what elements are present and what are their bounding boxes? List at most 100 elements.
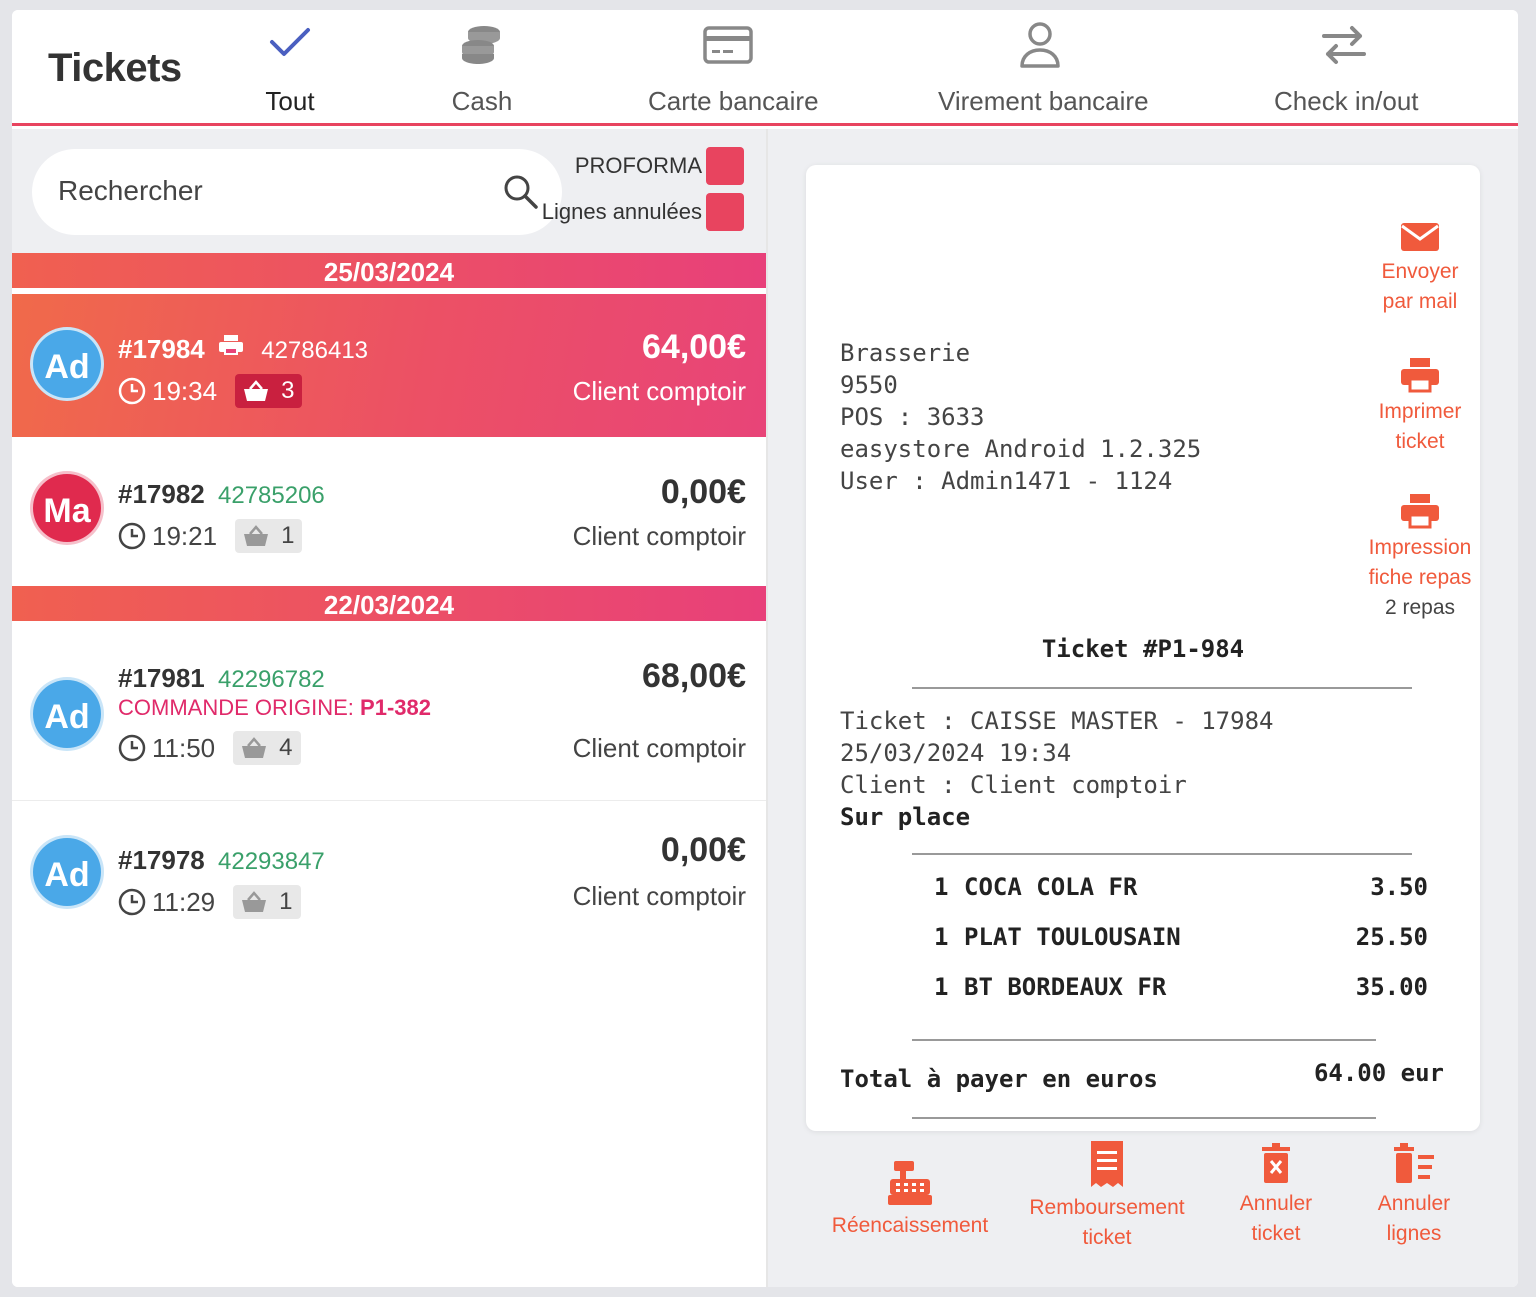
item-name: PLAT TOULOUSAIN [964,923,1181,951]
ticket-ref: 42785206 [218,482,325,509]
tickets-app: Tickets Tout Cash Carte bancaire Viremen… [12,10,1518,1287]
ticket-row[interactable]: Ad #17984 42786413 19:34 3 64,00€ Client… [12,294,766,437]
item-name: COCA COLA FR [964,873,1138,901]
ticket-detail-panel: Brasserie 9550 POS : 3633 easystore Andr… [768,129,1518,1287]
origin-order-value: P1-382 [360,695,431,720]
cancel-ticket-label: Annuler [1239,1192,1313,1215]
clock-icon [118,377,146,405]
receipt-title: Ticket #P1-984 [1041,635,1245,663]
receipt-header-line: POS : 3633 [840,403,985,431]
print-meal-sheet-button[interactable]: Impression fiche repas 2 repas [1366,493,1474,623]
filter-cancelled-lines[interactable]: Lignes annulées [542,193,744,231]
basket-icon [244,525,269,546]
item-qty: 1 [934,973,949,1001]
ticket-number: #17982 [118,479,205,509]
ticket-meta: 11:50 4 [118,729,301,767]
item-count: 3 [281,377,295,404]
item-count: 1 [281,522,295,549]
receipt-icon [1091,1141,1123,1187]
ticket-row[interactable]: Ad #17978 42293847 11:29 1 0,00€ Client … [12,801,766,941]
ticket-client: Client comptoir [572,376,746,406]
send-email-label: Envoyer [1381,260,1459,283]
receipt-info-line: Client : Client comptoir [840,771,1187,799]
tab-cash[interactable]: Cash [442,20,522,120]
trash-icon [1262,1143,1290,1183]
cancel-lines-label: lignes [1386,1222,1442,1245]
ticket-amount: 64,00€ [642,328,746,366]
ticket-amount: 0,00€ [660,831,746,869]
print-ticket-label: ticket [1395,430,1445,453]
printer-icon [219,335,243,355]
refund-ticket-label: Remboursement [1029,1196,1185,1219]
top-bar: Tickets Tout Cash Carte bancaire Viremen… [12,10,1518,126]
send-email-button[interactable]: Envoyer par mail [1366,221,1474,317]
cancel-lines-button[interactable]: Annuler lignes [1364,1143,1464,1249]
meal-count: 2 repas [1384,596,1456,619]
tab-check-in-out[interactable]: Check in/out [1274,20,1419,120]
trash-lines-icon [1394,1143,1434,1183]
receipt-header: Brasserie 9550 POS : 3633 easystore Andr… [840,337,1201,497]
item-count-badge: 3 [235,374,303,408]
receipt-service-type: Sur place [840,803,971,831]
item-price: 3.50 [1370,873,1428,901]
ticket-row[interactable]: Ad #17981 42296782 COMMANDE ORIGINE: P1-… [12,627,766,801]
cancel-ticket-label: ticket [1251,1222,1301,1245]
refund-ticket-button[interactable]: Remboursement ticket [1026,1139,1188,1253]
ticket-time: 19:34 [152,375,218,406]
basket-icon [242,737,267,758]
filter-proforma[interactable]: PROFORMA [575,147,744,185]
ticket-meta: 19:34 3 [118,372,303,410]
ticket-row[interactable]: Ma #17982 42785206 19:21 1 0,00€ Client … [12,437,766,584]
ticket-amount: 68,00€ [642,657,746,695]
ticket-number-line: #17981 42296782 [118,663,325,694]
ticket-number: #17984 [118,334,205,364]
item-qty: 1 [934,873,949,901]
cash-register-icon [888,1161,932,1205]
cancel-ticket-button[interactable]: Annuler ticket [1224,1143,1328,1249]
tab-tout[interactable]: Tout [252,20,328,120]
recash-button[interactable]: Réencaissement [830,1159,990,1241]
check-icon [270,28,310,56]
ticket-amount: 0,00€ [660,473,746,511]
tab-virement-bancaire[interactable]: Virement bancaire [938,20,1149,120]
clock-icon [118,522,146,550]
basket-icon [244,380,269,401]
search-box [32,149,562,235]
user-icon [1020,22,1060,68]
item-count-badge: 4 [233,731,301,765]
item-qty: 1 [934,923,949,951]
print-ticket-label: Imprimer [1378,400,1462,423]
ticket-meta: 19:21 1 [118,517,303,555]
tab-label: Cash [451,86,513,116]
item-price: 35.00 [1355,973,1428,1001]
proforma-checkbox[interactable] [706,147,744,185]
refund-ticket-label: ticket [1082,1226,1132,1249]
ticket-number-line: #17982 42785206 [118,479,325,510]
tab-label: Virement bancaire [938,86,1149,116]
tab-carte-bancaire[interactable]: Carte bancaire [648,20,819,120]
clock-icon [118,888,146,916]
cancelled-lines-checkbox[interactable] [706,193,744,231]
receipt-divider [912,1117,1376,1119]
receipt-header-line: easystore Android 1.2.325 [840,435,1202,463]
ticket-number: #17981 [118,663,205,693]
cancel-lines-label: Annuler [1377,1192,1451,1215]
print-meal-sheet-label: Impression [1368,536,1472,559]
basket-icon [242,891,267,912]
avatar: Ad [30,677,104,751]
column-divider [766,129,768,1287]
search-input[interactable] [58,171,478,211]
origin-order-label: COMMANDE ORIGINE: [118,695,354,720]
item-count: 1 [279,888,293,915]
page-title: Tickets [48,46,182,90]
ticket-list-panel: PROFORMA Lignes annulées 25/03/2024 Ad #… [12,129,766,1287]
ticket-ref: 42296782 [218,666,325,693]
tab-label: Check in/out [1274,86,1419,116]
date-group-header: 25/03/2024 [12,253,766,291]
ticket-meta: 11:29 1 [118,883,301,921]
ticket-time: 11:29 [152,886,216,917]
search-area: PROFORMA Lignes annulées [12,129,766,253]
print-ticket-button[interactable]: Imprimer ticket [1366,357,1474,457]
receipt-header-line: Brasserie [840,339,971,367]
search-icon[interactable] [502,173,540,211]
